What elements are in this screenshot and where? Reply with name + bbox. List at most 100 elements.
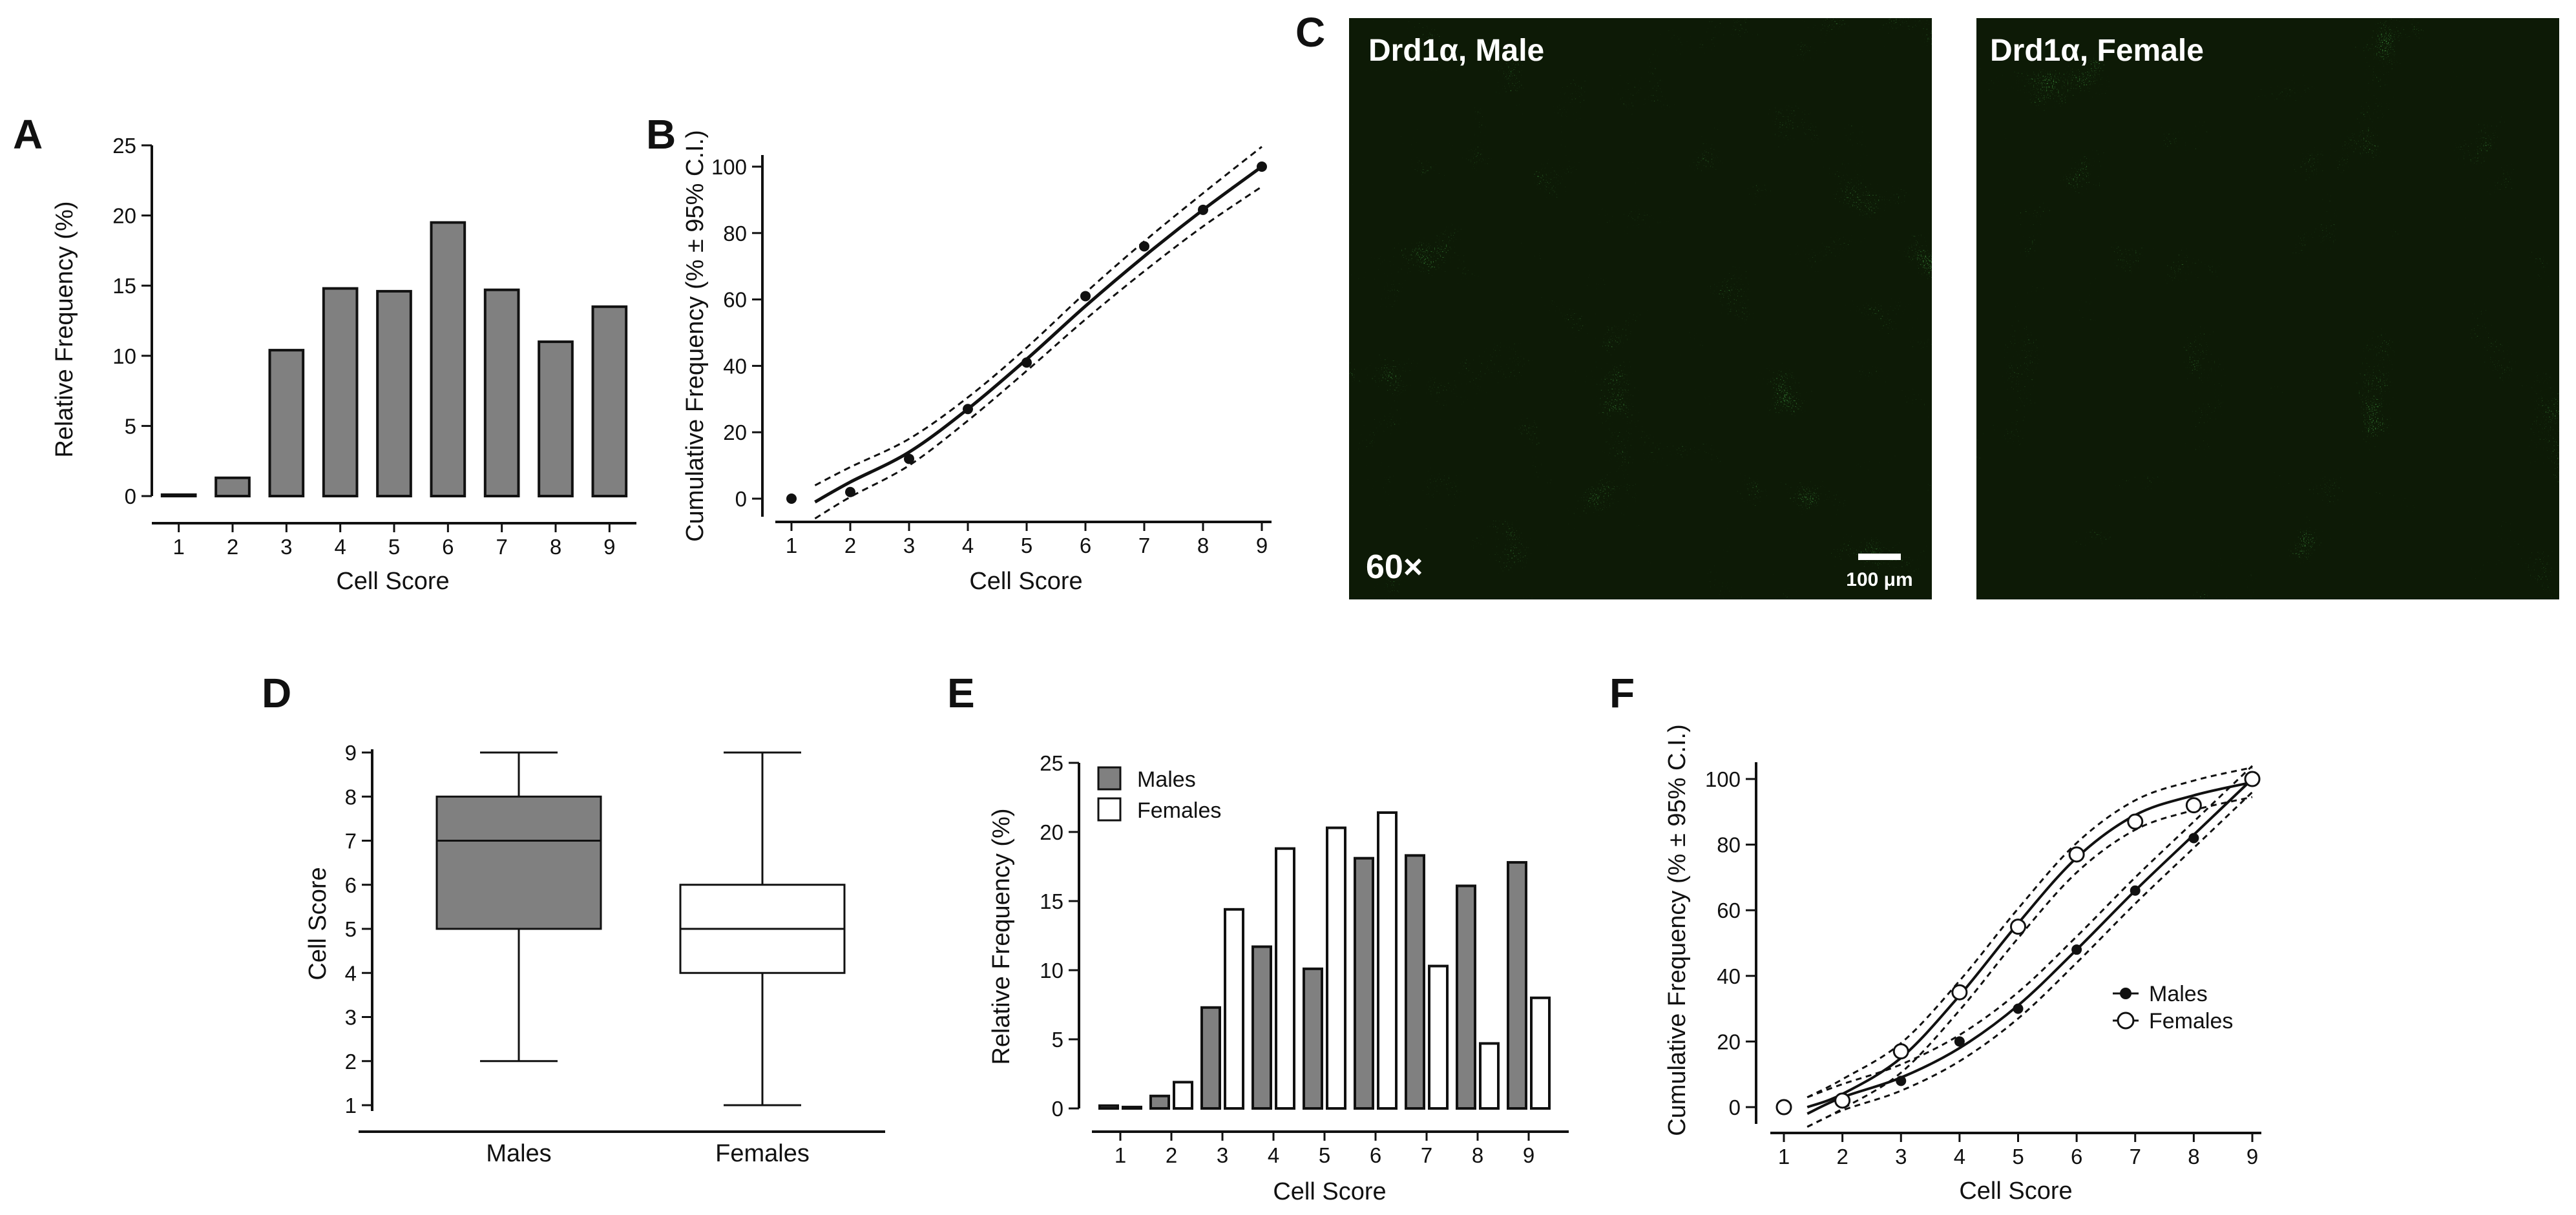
chart-a-bar bbox=[160, 493, 197, 498]
chart-f-y-tick-label: 60 bbox=[1717, 898, 1741, 922]
chart-f-x-tick-label: 2 bbox=[1836, 1145, 1848, 1168]
chart-b-x-tick-label: 5 bbox=[1021, 534, 1032, 557]
chart-b-x-tick-label: 3 bbox=[903, 534, 915, 557]
legend-label-males: Males bbox=[1137, 767, 1196, 792]
chart-f-x-tick-label: 1 bbox=[1778, 1145, 1790, 1168]
chart-b-x-tick-label: 7 bbox=[1138, 534, 1150, 557]
chart-a-bar bbox=[430, 221, 466, 497]
chart-f-y-tick-label: 80 bbox=[1717, 833, 1741, 857]
chart-a-y-tick-label: 25 bbox=[112, 134, 136, 158]
chart-b-x-tick-label: 6 bbox=[1080, 534, 1091, 557]
chart-b-x-tick-label: 8 bbox=[1197, 534, 1209, 557]
chart-a-x-tick-label: 6 bbox=[442, 535, 454, 559]
chart-a-bar bbox=[483, 288, 520, 497]
chart-a-x-tick-label: 9 bbox=[603, 535, 615, 559]
chart-f-point-females bbox=[2010, 919, 2026, 935]
micrographs: Drd1α, Male 60× 100 μm Drd1α, Female bbox=[1349, 18, 2559, 599]
chart-e-x-tick-label: 3 bbox=[1217, 1143, 1228, 1167]
chart-b-x-tick-label: 1 bbox=[786, 534, 797, 557]
chart-e-bar-females bbox=[1173, 1081, 1193, 1110]
chart-e-bar-males bbox=[1098, 1104, 1119, 1110]
chart-e-ylabel: Relative Frequency (%) bbox=[988, 808, 1015, 1064]
chart-b-point bbox=[1257, 161, 1267, 172]
chart-e-bar-females bbox=[1428, 964, 1449, 1110]
chart-a-xlabel: Cell Score bbox=[336, 568, 449, 595]
chart-b-x-tick-label: 2 bbox=[844, 534, 856, 557]
chart-e-x-tick-label: 7 bbox=[1421, 1143, 1432, 1167]
chart-e-y-tick-label: 0 bbox=[1052, 1097, 1063, 1121]
chart-e-bar-females bbox=[1275, 847, 1295, 1110]
chart-d-y-tick-label: 3 bbox=[345, 1006, 357, 1030]
chart-f-x-tick-label: 6 bbox=[2071, 1145, 2082, 1168]
chart-e-bar-females bbox=[1122, 1105, 1142, 1110]
chart-f-x-tick-label: 3 bbox=[1895, 1145, 1907, 1168]
chart-a-x-tick-label: 5 bbox=[388, 535, 400, 559]
chart-a: Relative Frequency (%) Cell Score 051015… bbox=[51, 134, 636, 595]
chart-b-xlabel: Cell Score bbox=[969, 568, 1082, 595]
chart-f-ci-upper-females bbox=[1806, 766, 2253, 1099]
chart-d: Cell Score 1 2 3 4 5 6 7 8 9 Males Females bbox=[304, 741, 885, 1167]
chart-b-point bbox=[786, 493, 797, 504]
chart-b-y-tick-label: 80 bbox=[723, 222, 747, 245]
chart-e-bar-males bbox=[1149, 1094, 1170, 1110]
chart-e-y-tick-label: 25 bbox=[1040, 751, 1063, 775]
chart-e-bar-males bbox=[1200, 1006, 1221, 1110]
chart-d-y-tick-label: 8 bbox=[345, 785, 357, 809]
chart-a-ylabel: Relative Frequency (%) bbox=[51, 201, 78, 457]
chart-e-bar-males bbox=[1405, 854, 1425, 1110]
chart-a-bar bbox=[591, 305, 628, 497]
chart-e-y-tick-label: 10 bbox=[1040, 959, 1063, 982]
chart-e-x-tick-label: 6 bbox=[1370, 1143, 1381, 1167]
chart-b-y-tick-label: 60 bbox=[723, 288, 747, 312]
chart-f-x-tick-label: 9 bbox=[2246, 1145, 2258, 1168]
chart-e-bar-females bbox=[1377, 811, 1398, 1110]
chart-d-y-tick-label: 5 bbox=[345, 917, 357, 941]
chart-a-y-tick-label: 0 bbox=[125, 484, 136, 508]
legend-label-females: Females bbox=[1137, 798, 1221, 823]
chart-b-ylabel: Cumulative Frequency (% ± 95% C.I.) bbox=[682, 130, 709, 542]
chart-b-point bbox=[1139, 241, 1149, 252]
chart-b-x-tick-label: 9 bbox=[1256, 534, 1268, 557]
chart-e-bar-females bbox=[1530, 996, 1551, 1110]
chart-d-y-tick-label: 1 bbox=[345, 1094, 357, 1117]
chart-f-point-males bbox=[2071, 944, 2082, 955]
legend-marker-males bbox=[2120, 988, 2131, 999]
chart-f-y-tick-label: 0 bbox=[1729, 1096, 1741, 1119]
chart-e-x-tick-label: 8 bbox=[1472, 1143, 1483, 1167]
chart-f-y-tick-label: 40 bbox=[1717, 964, 1741, 988]
micrograph-female-label: Drd1α, Female bbox=[1990, 34, 2204, 68]
chart-a-bar bbox=[215, 476, 251, 497]
chart-f-point-males bbox=[1954, 1036, 1965, 1047]
chart-f-point-females bbox=[1951, 984, 1968, 1001]
panel-label-b: B bbox=[646, 111, 676, 158]
chart-a-y-tick-label: 10 bbox=[112, 344, 136, 368]
chart-e-y-tick-label: 5 bbox=[1052, 1028, 1063, 1052]
chart-a-bar bbox=[376, 289, 412, 497]
chart-b-y-tick-label: 100 bbox=[711, 155, 747, 179]
panel-label-c: C bbox=[1295, 9, 1325, 56]
chart-e-x-tick-label: 9 bbox=[1523, 1143, 1534, 1167]
chart-b-y-tick-label: 40 bbox=[723, 354, 747, 378]
chart-a-bar bbox=[268, 349, 305, 497]
chart-a-y-tick-label: 20 bbox=[112, 204, 136, 228]
micrograph-female: Drd1α, Female bbox=[1976, 18, 2559, 599]
chart-a-x-tick-label: 8 bbox=[550, 535, 561, 559]
chart-f-fit-females bbox=[1806, 781, 2253, 1108]
chart-b-y-tick-label: 20 bbox=[723, 421, 747, 444]
chart-b-ci-lower bbox=[814, 185, 1262, 520]
chart-e-bar-males bbox=[1354, 857, 1374, 1110]
chart-b-point bbox=[845, 486, 855, 497]
chart-d-x-tick-label: Males bbox=[486, 1140, 551, 1167]
chart-e-x-tick-label: 1 bbox=[1115, 1143, 1126, 1167]
chart-e-bar-females bbox=[1326, 826, 1346, 1110]
chart-a-bar bbox=[322, 287, 359, 497]
chart-a-bar bbox=[538, 340, 574, 498]
chart-f-point-females bbox=[1892, 1043, 1909, 1060]
chart-f-fit-males bbox=[1806, 778, 2254, 1115]
chart-f: Cumulative Frequency (% ± 95% C.I.) Cell… bbox=[1664, 724, 2261, 1205]
legend-swatch-females bbox=[1097, 797, 1122, 822]
panel-label-f: F bbox=[1609, 670, 1635, 716]
chart-f-point-males bbox=[2130, 885, 2141, 896]
chart-d-box bbox=[435, 795, 602, 930]
chart-f-ci-upper-males bbox=[1806, 765, 2254, 1099]
